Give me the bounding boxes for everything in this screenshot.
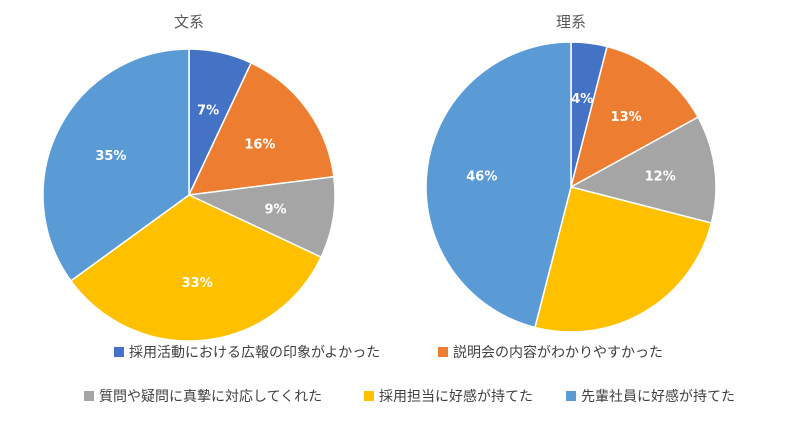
legend-label-recruiter: 採用担当に好感が持てた bbox=[379, 388, 533, 405]
slice-senior-staff-rikei bbox=[425, 41, 572, 329]
legend-swatch-sincere-response bbox=[84, 391, 94, 401]
chart-title-rikei: 理系 bbox=[556, 13, 586, 31]
slice-seminar-bunkei bbox=[187, 61, 335, 196]
legend-swatch-seminar bbox=[438, 347, 448, 357]
pie-chart-rikei: 理系 4% 13% 12% 46% bbox=[425, 13, 717, 333]
legend-swatch-recruiter bbox=[364, 391, 374, 401]
data-label-senior-staff-bunkei: 35% bbox=[95, 149, 126, 164]
slice-sincere-response-bunkei bbox=[186, 175, 336, 259]
legend-label-sincere-response: 質問や疑問に真摯に対応してくれた bbox=[99, 389, 322, 405]
legend-item-seminar: 説明会の内容がわかりやすかった bbox=[438, 344, 663, 361]
slice-seminar-rikei bbox=[569, 45, 700, 189]
legend-swatch-senior-staff bbox=[566, 391, 576, 401]
legend-label-senior-staff: 先輩社員に好感が持てた bbox=[581, 388, 735, 405]
data-label-recruiter-bunkei: 33% bbox=[182, 276, 213, 291]
data-labels-bunkei: 7% 16% 9% 33% 35% bbox=[95, 104, 286, 292]
slice-recruiter-rikei bbox=[534, 186, 713, 333]
slices-rikei bbox=[425, 41, 717, 333]
legend-item-senior-staff: 先輩社員に好感が持てた bbox=[566, 388, 735, 405]
slices-bunkei bbox=[42, 48, 336, 342]
legend-item-recruiter: 採用担当に好感が持てた bbox=[364, 388, 533, 405]
slice-sincere-response-rikei bbox=[568, 116, 717, 224]
legend-label-seminar: 説明会の内容がわかりやすかった bbox=[453, 344, 663, 361]
legend-label-publicity: 採用活動における広報の印象がよかった bbox=[129, 345, 380, 361]
data-label-publicity-bunkei: 7% bbox=[197, 104, 219, 119]
pie-chart-bunkei: 文系 7% 16% 9% 33% 35% bbox=[42, 13, 336, 342]
legend-item-sincere-response: 質問や疑問に真摯に対応してくれた bbox=[84, 389, 322, 405]
legend: 採用活動における広報の印象がよかった 説明会の内容がわかりやすかった質問や疑問に真… bbox=[84, 344, 735, 405]
legend-item-publicity: 採用活動における広報の印象がよかった bbox=[114, 345, 380, 361]
data-labels-rikei: 4% 13% 12% 46% bbox=[466, 92, 676, 185]
data-label-sincere-response-bunkei: 9% bbox=[264, 203, 286, 218]
data-label-sincere-response-rikei: 12% bbox=[645, 170, 676, 185]
legend-swatch-publicity bbox=[114, 347, 124, 357]
chart-title-bunkei: 文系 bbox=[174, 13, 204, 31]
data-label-senior-staff-rikei: 46% bbox=[466, 170, 497, 185]
slice-recruiter-bunkei bbox=[69, 194, 323, 342]
data-label-seminar-rikei: 13% bbox=[611, 110, 642, 125]
slice-senior-staff-bunkei bbox=[42, 48, 190, 282]
data-label-seminar-bunkei: 16% bbox=[244, 138, 275, 153]
data-label-publicity-rikei: 4% bbox=[571, 92, 593, 107]
